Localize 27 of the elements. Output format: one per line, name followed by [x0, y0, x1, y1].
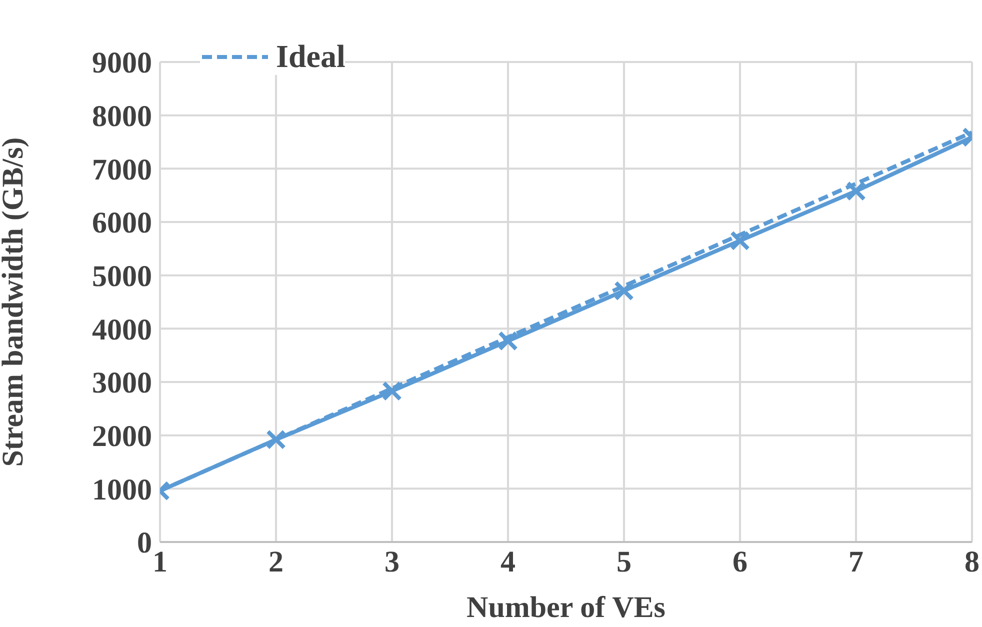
point — [498, 330, 518, 351]
legend-label: Ideal — [276, 38, 346, 75]
y-tick-label: 3000 — [92, 366, 152, 400]
y-axis-title: Stream bandwidth (GB/s) — [0, 137, 30, 467]
point — [614, 280, 634, 301]
x-tick-label: 8 — [964, 545, 980, 578]
x-tick-label: 3 — [384, 545, 400, 578]
x-tick-label: 1 — [152, 545, 168, 578]
y-tick-label: 1000 — [92, 473, 152, 506]
y-tick-label: 8000 — [92, 100, 152, 133]
y-tick-label: 4000 — [92, 313, 152, 346]
x-tick-label: 2 — [268, 545, 284, 578]
x-tick-label: 7 — [848, 545, 864, 578]
y-tick-label: 5000 — [92, 260, 152, 293]
y-tick-label: 2000 — [92, 420, 152, 453]
point — [382, 381, 402, 402]
y-tick-label: 7000 — [92, 153, 152, 186]
y-tick-label: 6000 — [92, 206, 152, 240]
point — [730, 230, 750, 251]
x-tick-label: 6 — [732, 545, 748, 578]
point — [266, 430, 286, 450]
x-tick-label: 4 — [500, 545, 516, 578]
point — [846, 181, 866, 202]
y-tick-label: 9000 — [92, 46, 152, 80]
y-tick-label: 0 — [137, 526, 152, 560]
x-axis-title: Number of VEs — [466, 591, 666, 624]
x-tick-label: 5 — [616, 545, 632, 578]
